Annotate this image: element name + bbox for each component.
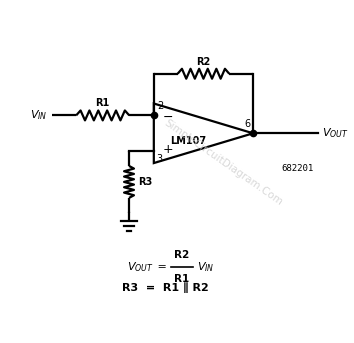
Text: $V_{IN}$: $V_{IN}$ [198,260,215,274]
Text: =: = [154,262,167,272]
Text: R1: R1 [96,98,110,108]
Text: R3  =  R1 ∥ R2: R3 = R1 ∥ R2 [122,282,209,293]
Text: LM107: LM107 [171,136,207,146]
Text: $V_{OUT}$: $V_{OUT}$ [321,126,348,140]
Text: 6: 6 [244,119,250,129]
Text: R2: R2 [174,250,189,260]
Text: $V_{IN}$: $V_{IN}$ [30,108,47,122]
Text: 2: 2 [157,102,163,111]
Text: R1: R1 [174,274,189,284]
Text: $V_{OUT}$: $V_{OUT}$ [127,260,154,274]
Text: R2: R2 [196,57,211,67]
Text: R3: R3 [138,177,152,187]
Text: SimpleCircuitDiagram.Com: SimpleCircuitDiagram.Com [162,118,284,208]
Text: −: − [162,111,173,124]
Text: +: + [162,143,173,156]
Text: 682201: 682201 [281,164,314,173]
Text: 3: 3 [157,154,163,164]
